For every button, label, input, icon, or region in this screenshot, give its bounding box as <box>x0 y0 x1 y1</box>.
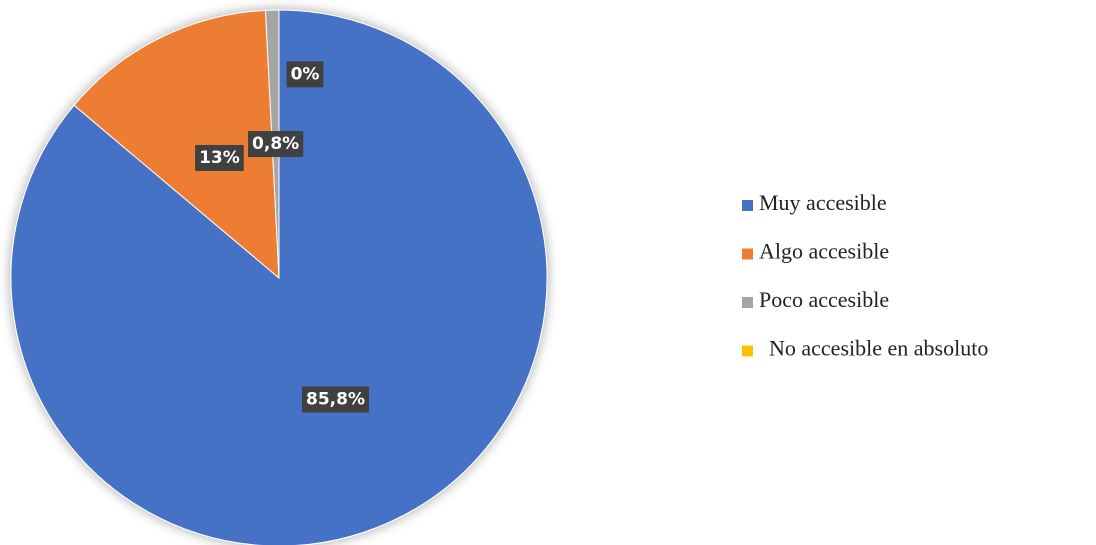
legend-swatch <box>742 297 753 308</box>
data-label: 0% <box>291 64 320 84</box>
legend-label: Poco accesible <box>759 287 889 312</box>
data-label-box <box>302 386 369 413</box>
legend-swatch <box>742 200 753 211</box>
data-label-box <box>248 131 304 158</box>
legend-label: Muy accesible <box>759 190 887 215</box>
data-label: 13% <box>199 148 240 168</box>
pie <box>10 9 548 545</box>
data-label: 0,8% <box>252 134 299 154</box>
data-label: 85,8% <box>306 390 365 410</box>
legend-swatch <box>742 248 753 260</box>
legend: Muy accesible Algo accesible Poco accesibl… <box>742 190 988 361</box>
data-label-box <box>286 61 324 88</box>
pie-slice <box>73 9 280 280</box>
legend-swatch <box>742 345 753 357</box>
data-labels: 85,8% 13% 0,8% 0% <box>195 61 369 413</box>
legend-label: No accesible en absoluto <box>769 336 988 361</box>
data-label-box <box>195 144 244 171</box>
legend-label: Algo accesible <box>759 239 889 264</box>
